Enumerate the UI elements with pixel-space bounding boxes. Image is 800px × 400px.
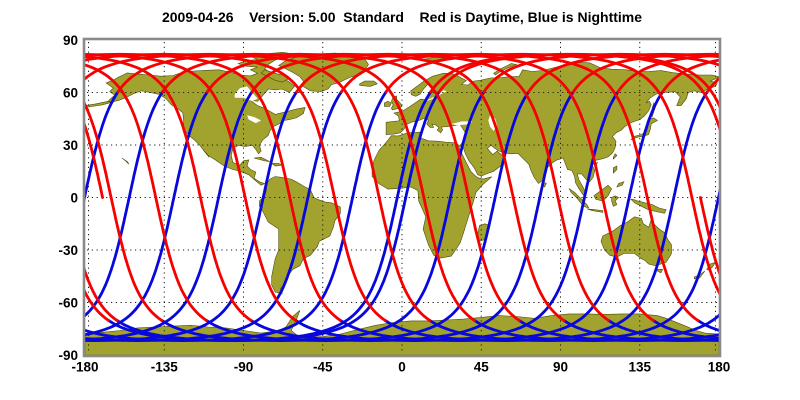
land-cuba: [254, 156, 271, 162]
y-tick-label: -30: [58, 243, 78, 258]
y-tick-label: 60: [63, 85, 78, 100]
y-tick-labels: 90 60 30 0 -30 -60 -90: [58, 33, 78, 363]
x-tick-label: -45: [313, 360, 333, 375]
plot-title: 2009-04-26 Version: 5.00 Standard Red is…: [161, 9, 643, 25]
y-tick-label: 90: [63, 33, 78, 48]
plot-frame: [82, 37, 722, 358]
land-iceland: [359, 80, 378, 87]
water-black-sea: [451, 121, 473, 126]
water-hudson-bay: [234, 86, 258, 102]
land-baffin: [260, 69, 290, 83]
land-luzon: [613, 165, 618, 174]
x-tick-label: 135: [629, 360, 652, 375]
x-tick-label: 180: [708, 360, 731, 375]
land-hawaii: [121, 157, 130, 165]
x-tick-label: 0: [398, 360, 406, 375]
x-tick-label: -90: [234, 360, 254, 375]
water-baltic-sea: [425, 90, 447, 102]
x-tick-label: -180: [71, 360, 98, 375]
land-java: [586, 208, 604, 213]
day-tracks: [85, 52, 719, 322]
x-tick-label: -135: [151, 360, 179, 375]
land-japan: [630, 117, 658, 141]
water-great-lakes: [247, 115, 262, 124]
x-tick-label: 45: [474, 360, 490, 375]
x-tick-label: 90: [553, 360, 568, 375]
land-aleutians: [85, 100, 113, 108]
y-tick-label: -90: [58, 348, 78, 363]
land-ireland: [384, 100, 392, 107]
land-taiwan: [613, 153, 618, 160]
land-eurasia: [385, 62, 719, 196]
land-sulawesi: [611, 195, 620, 207]
x-tick-labels: -180 -135 -90 -45 0 45 90 135 180: [71, 360, 730, 375]
land-mindanao: [616, 181, 625, 188]
y-tick-label: 30: [63, 138, 78, 153]
y-tick-label: 0: [70, 190, 78, 205]
land-hispaniola: [270, 163, 284, 167]
land-tasmania: [657, 269, 664, 274]
y-tick-label: -60: [58, 295, 78, 310]
